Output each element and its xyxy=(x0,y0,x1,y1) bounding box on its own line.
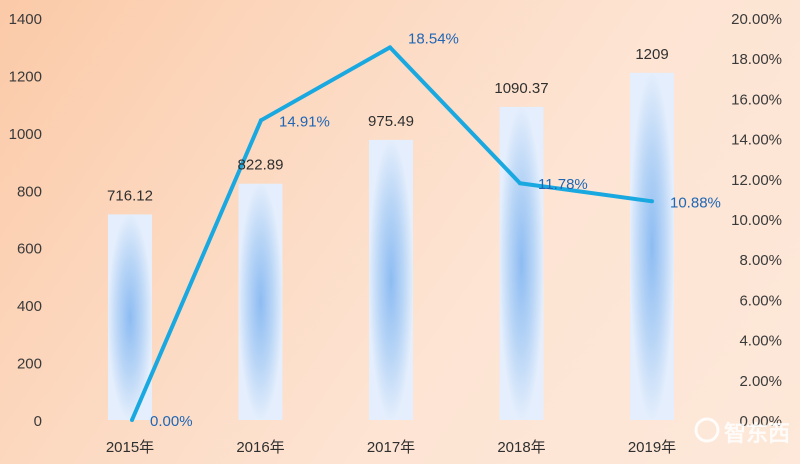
line-value-label: 14.91% xyxy=(279,113,330,130)
left-tick-label: 200 xyxy=(17,356,42,373)
left-tick-label: 1400 xyxy=(9,11,42,28)
left-tick-label: 800 xyxy=(17,183,42,200)
bar-value-label: 716.12 xyxy=(107,187,153,204)
bar xyxy=(369,139,413,420)
right-tick-label: 2.00% xyxy=(739,373,782,390)
line-point xyxy=(650,199,654,204)
bar xyxy=(238,183,283,420)
x-tick-label: 2015年 xyxy=(106,439,154,456)
line-point xyxy=(259,118,263,123)
line-point xyxy=(388,45,392,50)
right-tick-label: 14.00% xyxy=(731,132,782,149)
right-tick-label: 20.00% xyxy=(731,11,782,28)
right-axis: 0.00% 2.00% 4.00% 6.00% 8.00% 10.00% 12.00% 14.… xyxy=(731,11,782,430)
bar xyxy=(499,106,544,420)
right-tick-label: 4.00% xyxy=(739,333,782,350)
right-tick-label: 8.00% xyxy=(739,252,782,269)
pct-labels-group: 0.00% 14.91% 18.54% 11.78% 10.88% xyxy=(150,30,721,430)
x-tick-label: 2016年 xyxy=(236,439,284,456)
line-series xyxy=(130,45,654,422)
line-value-label: 18.54% xyxy=(408,30,459,47)
right-tick-label: 18.00% xyxy=(731,51,782,68)
watermark-logo: 智东西 xyxy=(694,417,790,446)
bar xyxy=(630,72,674,420)
bar-labels-group: 716.12 822.89 975.49 1090.37 1209 xyxy=(107,46,669,205)
line-point xyxy=(518,181,522,186)
line-point xyxy=(130,418,134,422)
line-value-label: 0.00% xyxy=(150,413,193,430)
left-tick-label: 0 xyxy=(34,413,42,430)
right-tick-label: 6.00% xyxy=(739,292,782,309)
left-tick-label: 400 xyxy=(17,298,42,315)
x-tick-label: 2018年 xyxy=(497,439,545,456)
x-tick-label: 2019年 xyxy=(628,439,676,456)
left-tick-label: 600 xyxy=(17,241,42,258)
right-tick-label: 10.00% xyxy=(731,212,782,229)
x-tick-label: 2017年 xyxy=(367,439,415,456)
left-axis: 0 200 400 600 800 1000 1200 1400 xyxy=(9,11,42,430)
watermark: 智东西 xyxy=(724,421,790,446)
bar-value-label: 1090.37 xyxy=(494,80,548,97)
line-value-label: 10.88% xyxy=(670,194,721,211)
bars-group xyxy=(108,72,674,420)
x-axis: 2015年 2016年 2017年 2018年 2019年 xyxy=(106,439,676,456)
left-tick-label: 1200 xyxy=(9,68,42,85)
bar-value-label: 822.89 xyxy=(238,157,284,174)
bar-value-label: 975.49 xyxy=(368,113,414,130)
left-tick-label: 1000 xyxy=(9,126,42,143)
right-tick-label: 16.00% xyxy=(731,91,782,108)
bar-value-label: 1209 xyxy=(635,46,668,63)
line-value-label: 11.78% xyxy=(538,176,588,193)
right-tick-label: 12.00% xyxy=(731,172,782,189)
right-tick-label: 0.00% xyxy=(739,413,782,430)
